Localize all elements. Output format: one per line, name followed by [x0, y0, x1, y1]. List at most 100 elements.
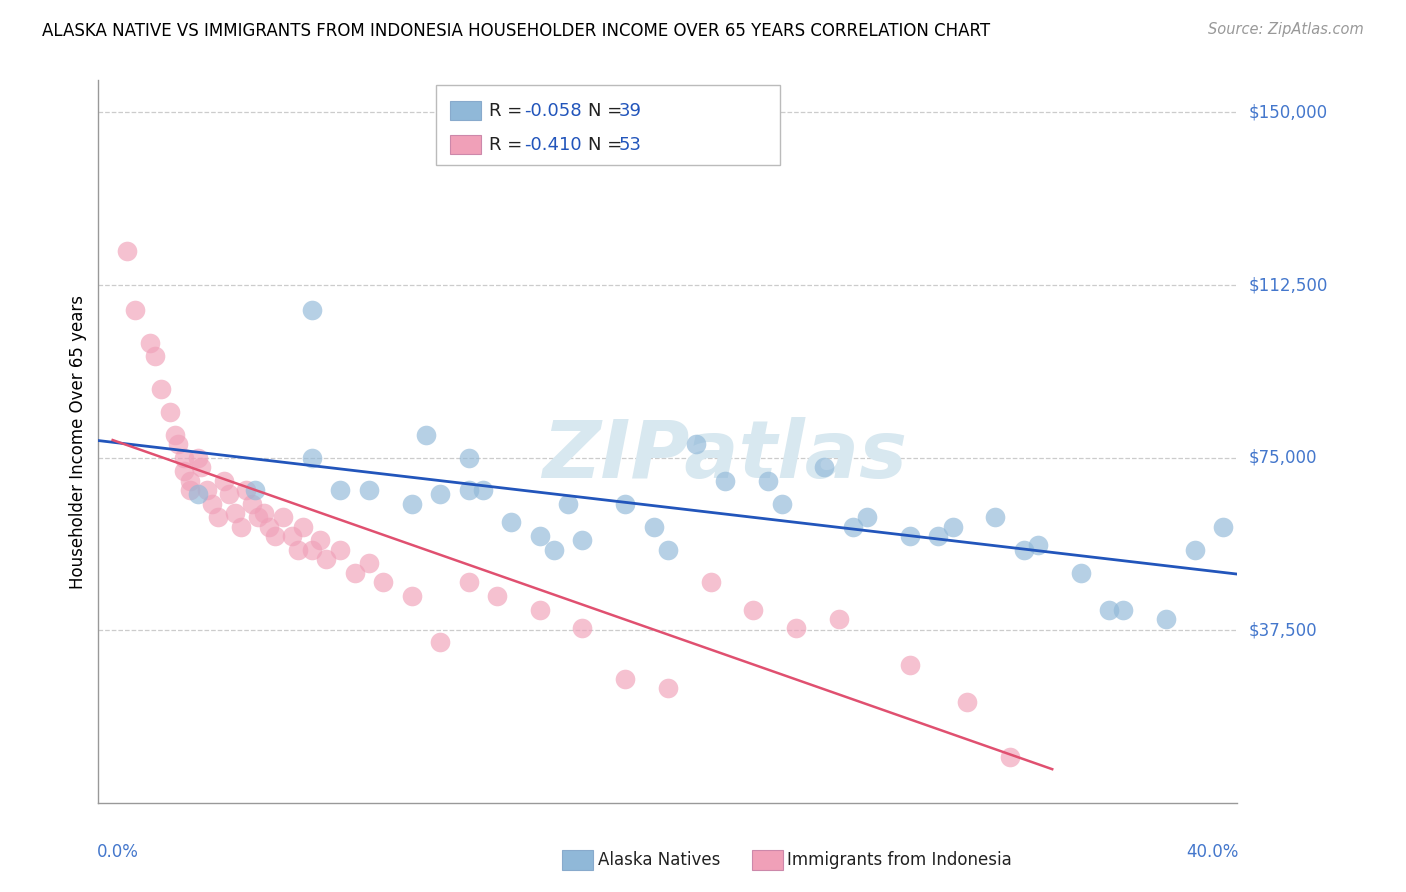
Point [998, 749, 1021, 764]
Point [657, 681, 679, 695]
Point [1112, 602, 1135, 616]
Point [343, 566, 366, 580]
Point [246, 510, 269, 524]
Point [956, 694, 979, 708]
Point [856, 510, 879, 524]
Text: Alaska Natives: Alaska Natives [598, 851, 720, 869]
Point [145, 350, 167, 364]
Text: ALASKA NATIVE VS IMMIGRANTS FROM INDONESIA HOUSEHOLDER INCOME OVER 65 YEARS CORR: ALASKA NATIVE VS IMMIGRANTS FROM INDONES… [42, 22, 990, 40]
Point [1184, 542, 1206, 557]
Point [756, 474, 779, 488]
Point [614, 497, 637, 511]
Point [167, 437, 190, 451]
Point [201, 497, 224, 511]
Point [287, 542, 309, 557]
Point [224, 506, 246, 520]
Point [1212, 519, 1234, 533]
Text: N =: N = [588, 102, 627, 120]
Point [415, 427, 437, 442]
Point [329, 483, 352, 497]
Point [401, 497, 423, 511]
Point [173, 465, 195, 479]
Point [173, 450, 195, 465]
Point [315, 552, 337, 566]
Point [281, 529, 304, 543]
Point [301, 542, 323, 557]
Point [150, 382, 173, 396]
Point [714, 474, 737, 488]
Text: R =: R = [489, 136, 529, 153]
Point [429, 634, 451, 648]
Point [1098, 602, 1121, 616]
Point [643, 519, 665, 533]
Text: 39: 39 [619, 102, 641, 120]
Point [898, 657, 921, 672]
Point [842, 519, 865, 533]
Point [557, 497, 579, 511]
Point [1070, 566, 1092, 580]
Text: 40.0%: 40.0% [1187, 843, 1239, 861]
Point [571, 533, 593, 548]
Point [898, 529, 921, 543]
Point [401, 589, 423, 603]
Point [124, 303, 146, 318]
Point [529, 529, 551, 543]
Text: ZIPatlas: ZIPatlas [543, 417, 907, 495]
Point [373, 574, 395, 589]
Point [571, 621, 593, 635]
Point [699, 574, 721, 589]
Point [685, 437, 707, 451]
Point [252, 506, 274, 520]
Point [301, 303, 323, 318]
Y-axis label: Householder Income Over 65 years: Householder Income Over 65 years [69, 294, 87, 589]
Point [218, 487, 240, 501]
Text: 0.0%: 0.0% [97, 843, 139, 861]
Point [301, 450, 323, 465]
Point [813, 459, 835, 474]
Point [984, 510, 1007, 524]
Point [1154, 612, 1177, 626]
Point [243, 483, 266, 497]
Text: N =: N = [588, 136, 627, 153]
Point [195, 483, 218, 497]
Text: $112,500: $112,500 [1249, 276, 1327, 294]
Text: -0.058: -0.058 [524, 102, 582, 120]
Point [309, 533, 332, 548]
Point [179, 474, 201, 488]
Point [529, 602, 551, 616]
Point [212, 474, 235, 488]
Point [501, 515, 523, 529]
Point [264, 529, 287, 543]
Point [187, 487, 209, 501]
Point [457, 450, 479, 465]
Point [165, 427, 187, 442]
Text: -0.410: -0.410 [524, 136, 582, 153]
Point [457, 574, 479, 589]
Point [742, 602, 765, 616]
Point [187, 450, 209, 465]
Point [657, 542, 679, 557]
Point [207, 510, 229, 524]
Point [190, 459, 212, 474]
Point [159, 404, 181, 418]
Point [785, 621, 807, 635]
Point [179, 483, 201, 497]
Point [235, 483, 257, 497]
Point [1026, 538, 1049, 552]
Point [471, 483, 494, 497]
Point [329, 542, 352, 557]
Point [828, 612, 851, 626]
Point [942, 519, 965, 533]
Point [1012, 542, 1035, 557]
Point [543, 542, 565, 557]
Point [770, 497, 793, 511]
Point [292, 519, 315, 533]
Text: $37,500: $37,500 [1249, 621, 1317, 640]
Point [486, 589, 509, 603]
Point [273, 510, 295, 524]
Point [259, 519, 281, 533]
Point [357, 483, 380, 497]
Point [614, 672, 637, 686]
Text: $150,000: $150,000 [1249, 103, 1327, 121]
Point [229, 519, 252, 533]
